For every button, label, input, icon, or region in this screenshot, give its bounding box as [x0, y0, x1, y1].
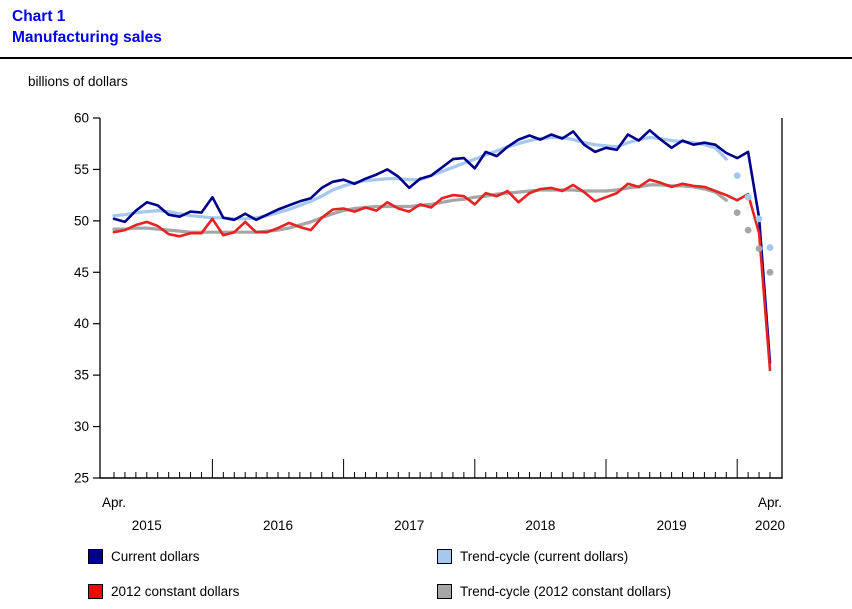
x-year-label: 2016: [263, 518, 293, 533]
chart-number-title: Chart 1: [12, 8, 66, 25]
projection-dot-trend-constant: [733, 209, 741, 217]
legend-swatch-trend-current: [437, 549, 452, 564]
legend-swatch-trend-constant: [437, 584, 452, 599]
legend-label: Trend-cycle (current dollars): [460, 549, 629, 564]
projection-dot-trend-current: [766, 244, 774, 252]
title-divider-rule: [0, 57, 852, 59]
x-label-start-apr: Apr.: [102, 495, 126, 510]
chart-title-block: Chart 1 Manufacturing sales: [12, 6, 162, 48]
legend-item-current-dollars: Current dollars: [88, 549, 200, 564]
legend-item-constant-dollars: 2012 constant dollars: [88, 584, 239, 599]
legend-swatch-constant-dollars: [88, 584, 103, 599]
y-axis-unit-label: billions of dollars: [28, 74, 128, 89]
chart-main-title: Manufacturing sales: [12, 29, 162, 46]
y-tick-label: 50: [74, 213, 89, 228]
legend-swatch-current-dollars: [88, 549, 103, 564]
x-year-label: 2019: [657, 518, 687, 533]
legend-label: Trend-cycle (2012 constant dollars): [460, 584, 672, 599]
y-tick-label: 35: [74, 368, 89, 383]
legend-item-trend-constant: Trend-cycle (2012 constant dollars): [437, 584, 671, 599]
y-tick-label: 30: [74, 419, 89, 434]
manufacturing-sales-line-chart: 25 30 35 40 45 50 55 60 Apr. Apr. 2015 2016 2017 2018…: [74, 111, 785, 534]
x-year-label: 2018: [525, 518, 555, 533]
x-year-label: 2017: [394, 518, 424, 533]
projection-dot-trend-constant: [744, 226, 752, 234]
legend-label: Current dollars: [111, 549, 200, 564]
series-line-current-dollars: [112, 129, 772, 365]
projection-dot-trend-current: [733, 172, 741, 180]
projection-dot-trend-constant: [755, 245, 763, 253]
x-year-label: 2020: [755, 518, 785, 533]
projection-dot-trend-current: [755, 215, 763, 223]
y-tick-label: 40: [74, 316, 89, 331]
y-tick-label: 60: [74, 111, 89, 126]
series-line-constant-dollars: [112, 178, 772, 372]
y-tick-label: 25: [74, 471, 89, 486]
x-year-label: 2015: [132, 518, 162, 533]
y-tick-label: 45: [74, 265, 89, 280]
legend-label: 2012 constant dollars: [111, 584, 240, 599]
x-label-end-apr: Apr.: [758, 495, 782, 510]
y-tick-label: 55: [74, 162, 89, 177]
projection-dot-trend-current: [744, 193, 752, 201]
projection-dot-trend-constant: [766, 268, 774, 276]
legend-item-trend-current: Trend-cycle (current dollars): [437, 549, 628, 564]
